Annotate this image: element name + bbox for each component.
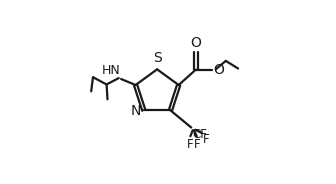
Text: CF: CF [192, 128, 207, 141]
Text: N: N [131, 104, 141, 118]
Text: F: F [194, 137, 200, 151]
Text: O: O [213, 63, 224, 77]
Text: S: S [153, 51, 162, 65]
Text: F: F [187, 137, 194, 151]
Text: O: O [191, 36, 201, 50]
Text: HN: HN [102, 64, 121, 77]
Text: F: F [203, 133, 210, 146]
